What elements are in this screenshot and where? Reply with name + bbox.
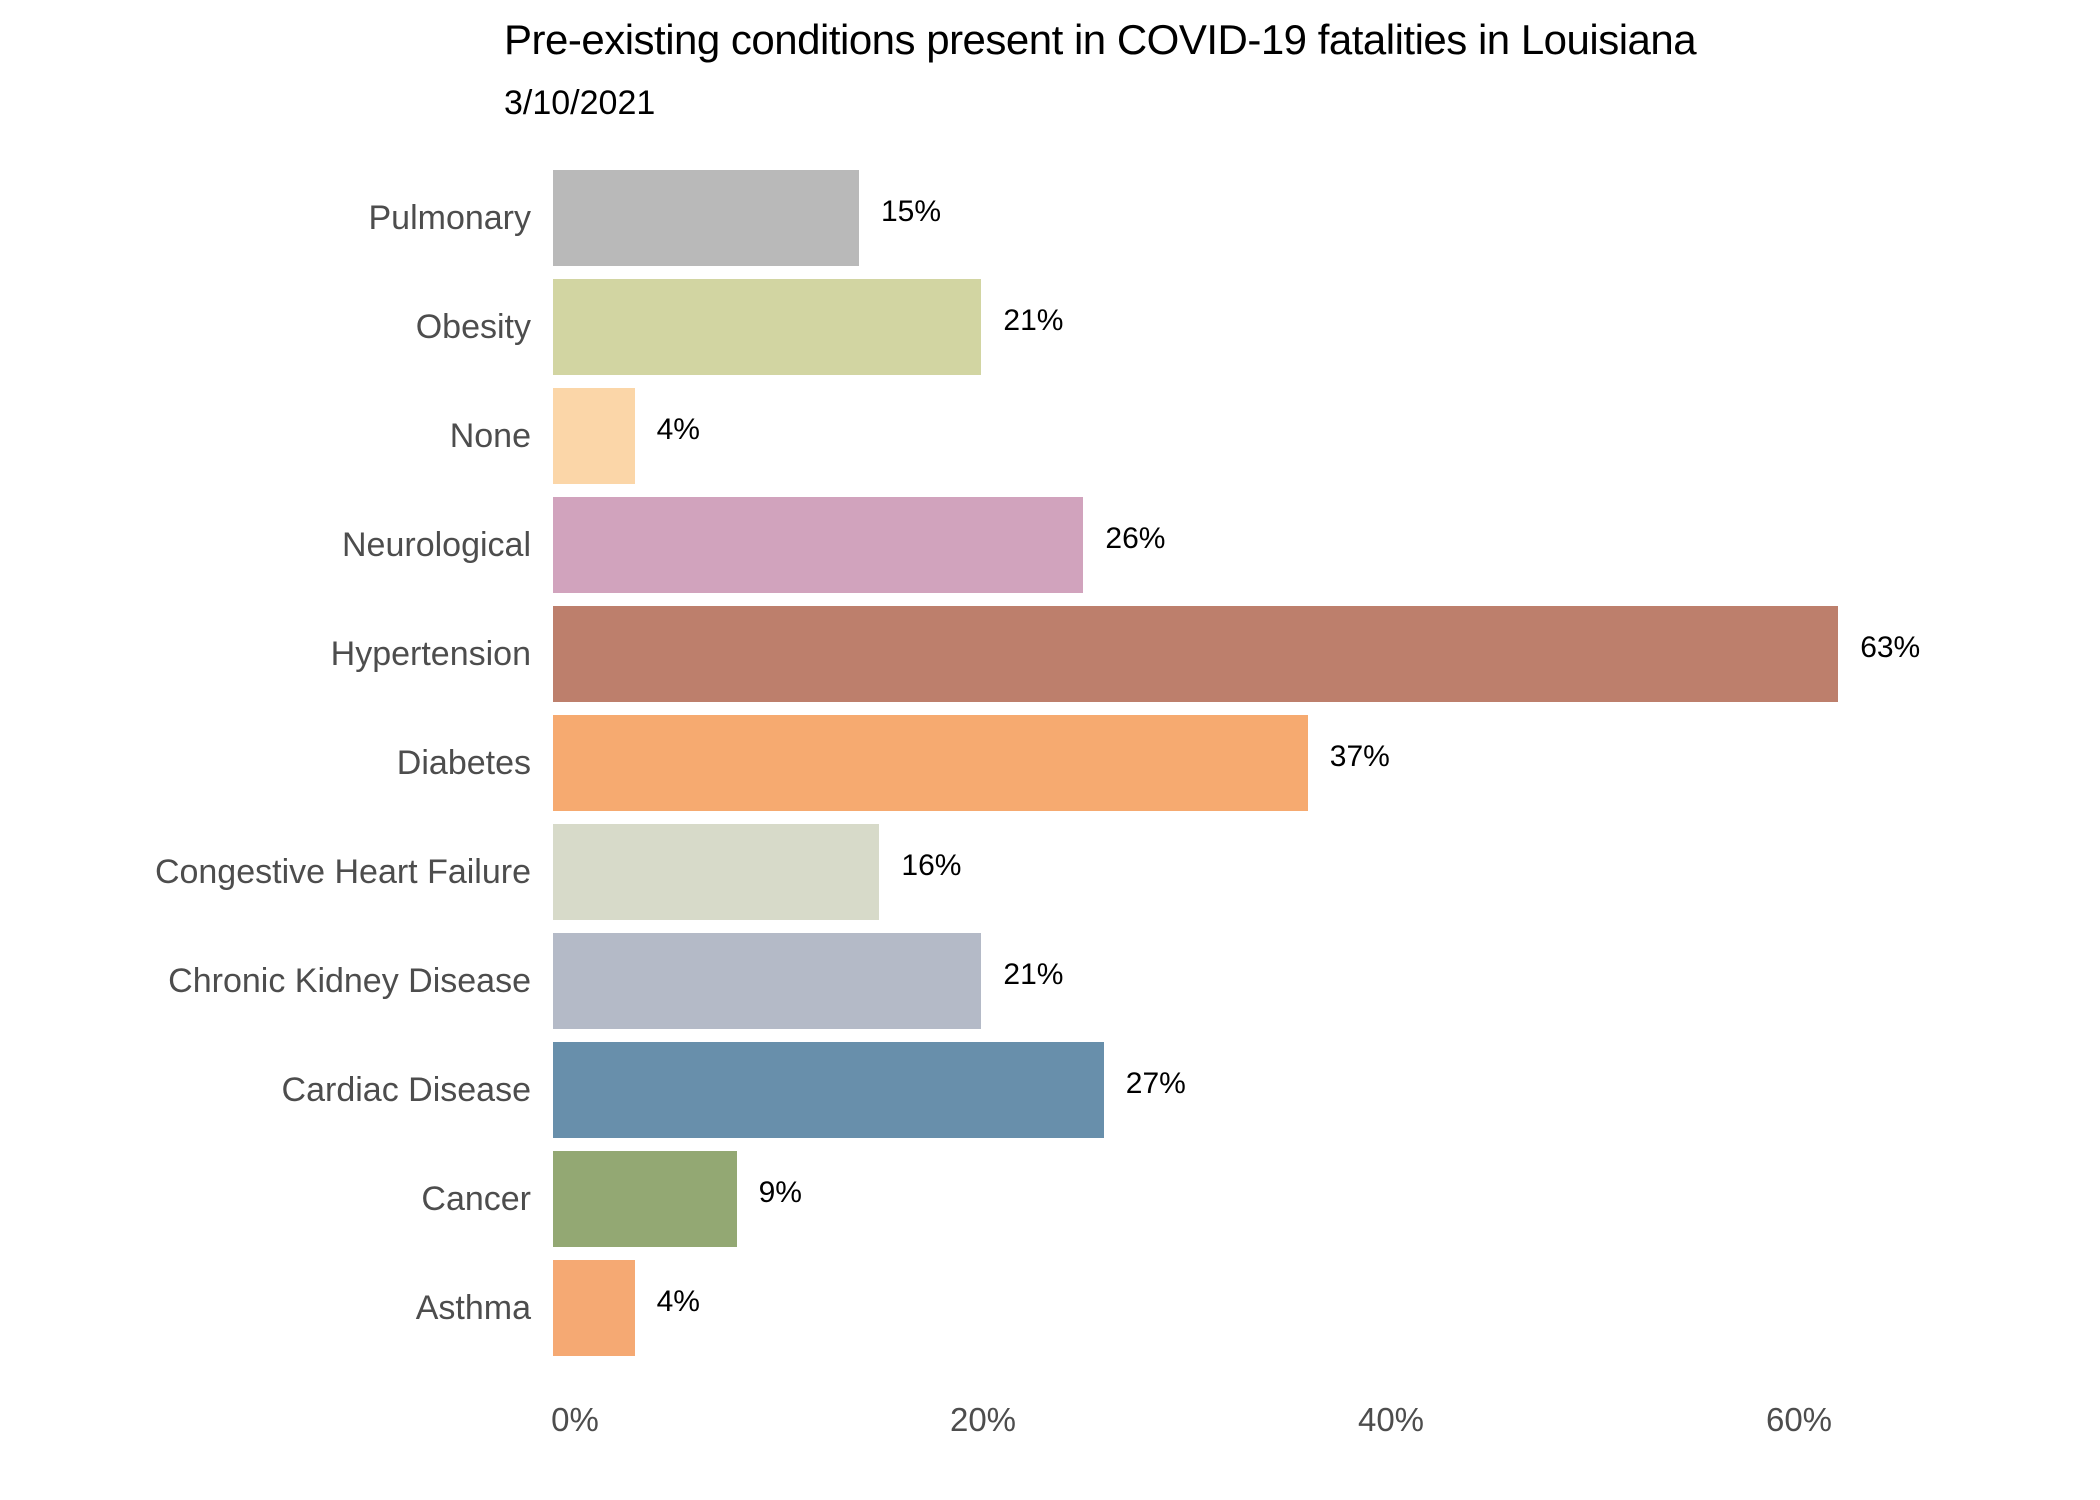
bar [553,606,1839,702]
bar-track: 26% [553,497,2100,593]
category-label: None [449,416,531,455]
category-label: Hypertension [330,634,531,673]
category-label: Obesity [415,307,531,346]
bar [553,1042,1104,1138]
chart-row: Pulmonary 15% [0,170,2100,266]
chart-row: Obesity 21% [0,279,2100,375]
bar-track: 9% [553,1151,2100,1247]
chart-row: Neurological 26% [0,497,2100,593]
bar [553,279,982,375]
value-label: 16% [901,849,962,882]
x-tick-label: 0% [551,1401,599,1438]
bar [553,170,859,266]
bar-rows: Pulmonary 15% Obesity 21% None 4% Neurol… [0,170,2100,1356]
category-label: Cancer [421,1179,531,1218]
chart-row: Cancer 9% [0,1151,2100,1247]
chart-row: Hypertension 63% [0,606,2100,702]
bar-track: 4% [553,1260,2100,1356]
value-label: 4% [656,413,700,446]
bar [553,933,982,1029]
bar-track: 27% [553,1042,2100,1138]
category-label: Congestive Heart Failure [154,852,531,891]
chart-row: Diabetes 37% [0,715,2100,811]
bar-track: 37% [553,715,2100,811]
bar [553,497,1084,593]
x-tick-label: 60% [1765,1401,1833,1438]
value-label: 21% [1003,304,1064,337]
chart-title: Pre-existing conditions present in COVID… [504,16,1697,63]
value-label: 21% [1003,958,1064,991]
bar [553,715,1308,811]
category-label: Pulmonary [368,198,531,237]
bar [553,824,880,920]
chart-row: Congestive Heart Failure 16% [0,824,2100,920]
bar-track: 4% [553,388,2100,484]
value-label: 26% [1105,522,1166,555]
x-tick-label: 20% [949,1401,1017,1438]
x-tick-label: 40% [1357,1401,1425,1438]
value-label: 63% [1860,631,1921,664]
horizontal-bar-chart: Pulmonary 15% Obesity 21% None 4% Neurol… [0,170,2100,1451]
value-label: 4% [656,1285,700,1318]
chart-row: Asthma 4% [0,1260,2100,1356]
value-label: 9% [758,1176,802,1209]
value-label: 27% [1125,1067,1186,1100]
bar-track: 21% [553,279,2100,375]
bar [553,1151,737,1247]
chart-row: Cardiac Disease 27% [0,1042,2100,1138]
chart-row: Chronic Kidney Disease 21% [0,933,2100,1029]
value-label: 37% [1329,740,1390,773]
x-axis: 0% 20% 40% 60% [0,1391,2100,1451]
bar [553,388,635,484]
category-label: Asthma [415,1288,531,1327]
bar-track: 63% [553,606,2100,702]
value-label: 15% [881,195,942,228]
bar-track: 15% [553,170,2100,266]
bar-track: 16% [553,824,2100,920]
chart-header: Pre-existing conditions present in COVID… [504,14,1697,123]
chart-row: None 4% [0,388,2100,484]
chart-subtitle: 3/10/2021 [504,84,656,123]
category-label: Cardiac Disease [281,1070,531,1109]
bar [553,1260,635,1356]
bar-track: 21% [553,933,2100,1029]
category-label: Diabetes [396,743,531,782]
category-label: Chronic Kidney Disease [168,961,531,1000]
category-label: Neurological [342,525,531,564]
